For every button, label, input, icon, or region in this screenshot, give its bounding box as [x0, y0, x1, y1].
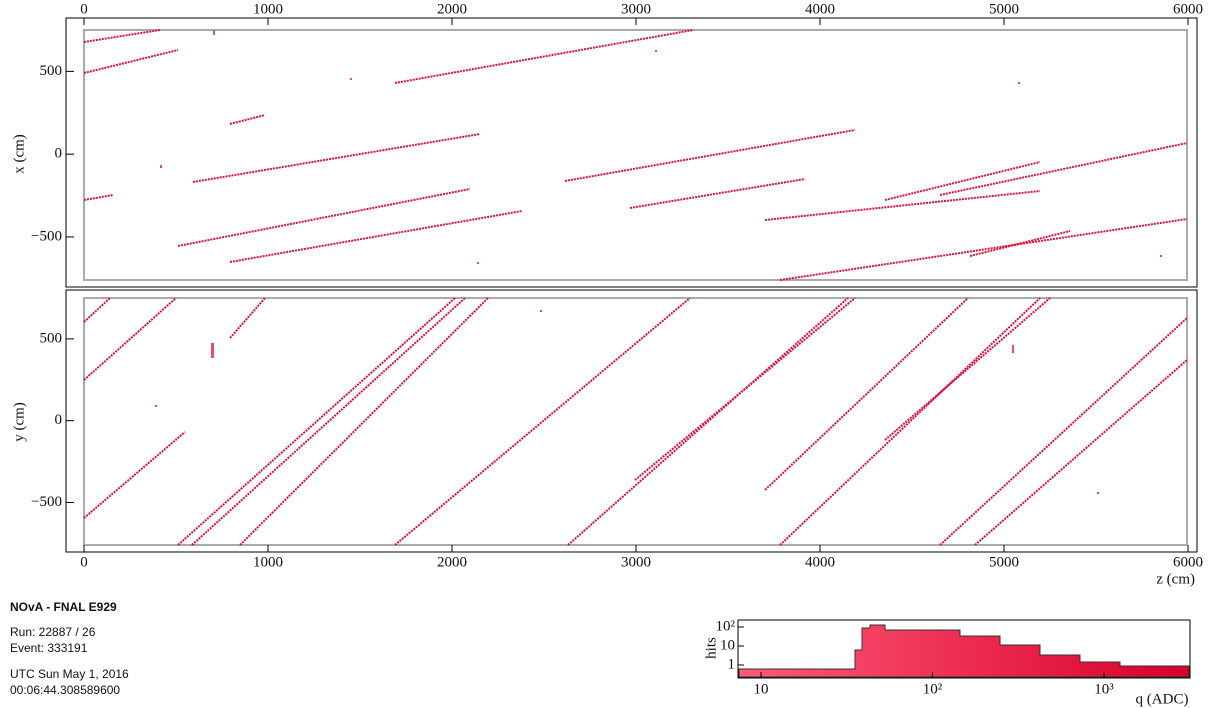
info-title: NOvA - FNAL E929 — [10, 600, 117, 614]
hist-frame — [737, 619, 1191, 679]
x-tick-label: 6000 — [1173, 554, 1203, 570]
info-time: 00:06:44.308589600 — [10, 683, 120, 697]
x-tick-label: 0 — [80, 554, 88, 570]
hist-x-label: q (ADC) — [1136, 691, 1189, 707]
hist-y-tick-label: 10 — [720, 637, 735, 653]
x-tick-label: 5000 — [989, 554, 1019, 570]
hist-y-tick-label: 10² — [716, 618, 736, 634]
side-detector — [83, 297, 1188, 546]
hist-bars — [738, 624, 1190, 678]
hist-x-tick-label: 10² — [923, 681, 943, 697]
x-tick-label: 1000 — [253, 1, 283, 17]
side-frame — [65, 289, 1198, 553]
info-date: UTC Sun May 1, 2016 — [10, 667, 129, 681]
x-tick-label: 4000 — [805, 554, 835, 570]
hist-y-tick-label: 1 — [728, 656, 736, 672]
y-tick-label: 0 — [55, 146, 63, 162]
side-tracks — [83, 297, 1188, 546]
hist-y-label: hits — [703, 637, 719, 659]
info-event: Event: 333191 — [10, 641, 88, 655]
y-tick-label: 500 — [40, 63, 63, 79]
side-x-label: z (cm) — [1156, 571, 1195, 587]
hist-x-tick-label: 10 — [754, 681, 769, 697]
info-run: Run: 22887 / 26 — [10, 625, 96, 639]
top-tracks — [83, 29, 1188, 281]
top-detector — [83, 29, 1188, 281]
x-tick-label: 1000 — [253, 554, 283, 570]
y-tick-label: 0 — [55, 412, 63, 428]
x-tick-label: 0 — [80, 1, 88, 17]
x-tick-label: 6000 — [1173, 1, 1203, 17]
top-frame — [65, 17, 1198, 288]
y-tick-label: 500 — [40, 330, 63, 346]
x-tick-label: 5000 — [989, 1, 1019, 17]
side-y-label: y (cm) — [11, 402, 27, 442]
y-tick-label: −500 — [31, 228, 62, 244]
hist-x-tick-label: 10³ — [1094, 681, 1114, 697]
x-tick-label: 4000 — [805, 1, 835, 17]
x-tick-label: 3000 — [621, 1, 651, 17]
x-tick-label: 2000 — [437, 1, 467, 17]
x-tick-label: 2000 — [437, 554, 467, 570]
top-y-label: x (cm) — [11, 134, 27, 174]
x-tick-label: 3000 — [621, 554, 651, 570]
y-tick-label: −500 — [31, 494, 62, 510]
